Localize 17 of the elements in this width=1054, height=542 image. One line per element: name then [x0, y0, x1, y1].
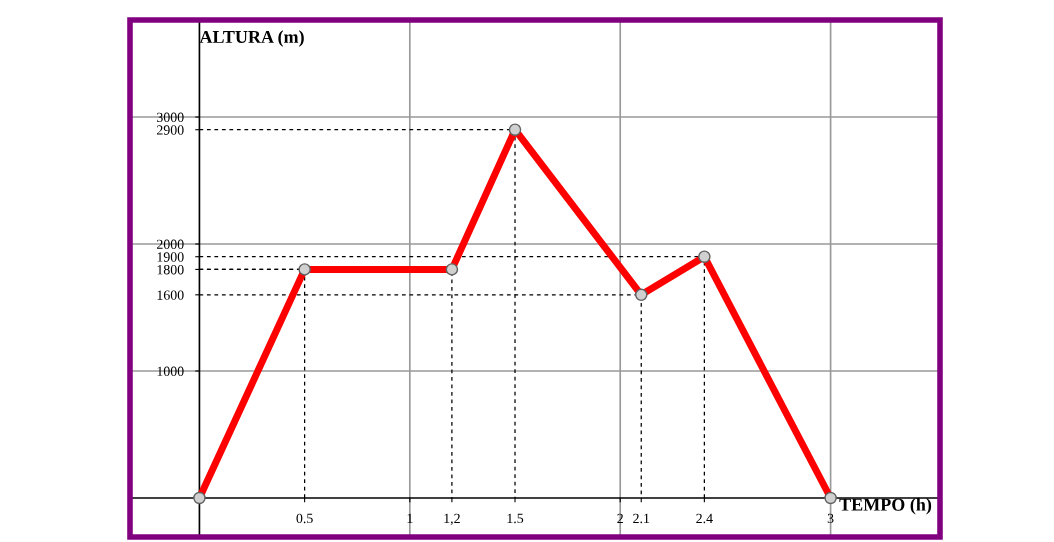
- x-tick-label: 0.5: [296, 513, 313, 524]
- y-tick-label: 1800: [157, 265, 184, 275]
- y-tick-label: 1900: [157, 252, 184, 262]
- y-axis-title: ALTURA (m): [199, 30, 304, 47]
- x-axis-title: TEMPO (h): [839, 498, 932, 515]
- x-tick-label: 1.5: [507, 513, 524, 524]
- x-tick-label: 1,2: [444, 513, 460, 526]
- y-tick-label: 3000: [157, 112, 184, 122]
- x-tick-label: 2.1: [633, 513, 650, 524]
- y-tick-label: 2000: [156, 239, 184, 249]
- x-tick-label: 3: [827, 513, 834, 524]
- x-tick-label: 1: [407, 513, 413, 523]
- y-tick-label: 1000: [157, 366, 184, 376]
- x-tick-label: 2.4: [696, 513, 713, 524]
- y-tick-label: 2900: [156, 125, 184, 135]
- x-tick-label: 2: [617, 513, 623, 523]
- y-tick-label: 1600: [157, 290, 184, 300]
